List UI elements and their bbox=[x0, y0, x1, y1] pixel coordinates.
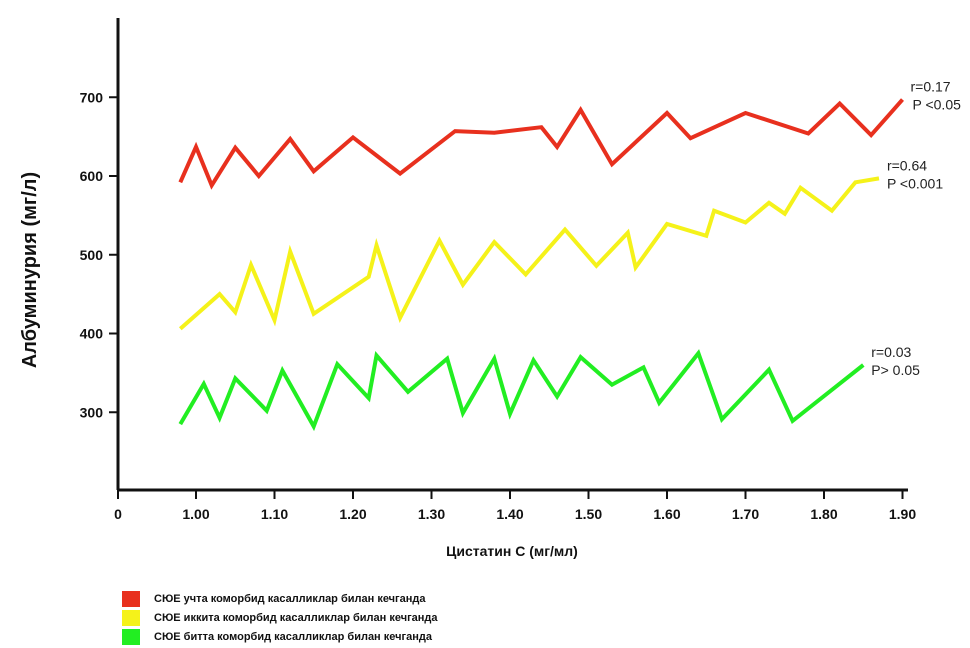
x-tick-label: 1.50 bbox=[575, 506, 602, 522]
y-tick-label: 600 bbox=[80, 168, 104, 184]
x-tick-label: 1.90 bbox=[889, 506, 916, 522]
legend: СЮЕ учта коморбид касалликлар билан кечг… bbox=[122, 590, 438, 647]
x-axis-title: Цистатин С (мг/мл) bbox=[446, 543, 578, 559]
legend-swatch bbox=[122, 629, 140, 645]
series-lines bbox=[178, 98, 904, 432]
legend-swatch bbox=[122, 610, 140, 626]
x-tick-label: 1.20 bbox=[339, 506, 366, 522]
x-tick-label: 1.40 bbox=[496, 506, 523, 522]
y-tick-label: 300 bbox=[80, 404, 104, 420]
series-line bbox=[178, 349, 865, 432]
x-tick-label: 1.00 bbox=[182, 506, 209, 522]
y-axis-title: Албуминурия (мг/л) bbox=[19, 172, 41, 368]
series-line bbox=[178, 98, 904, 190]
legend-label: СЮЕ иккита коморбид касалликлар билан ке… bbox=[154, 612, 438, 624]
y-ticks: 300 400 500 600 700 bbox=[80, 89, 118, 420]
x-ticks: 0 1.00 1.10 1.20 1.30 1.40 1.50 1.60 1.70 1.80 1.9… bbox=[114, 490, 916, 522]
legend-label: СЮЕ битта коморбид касалликлар билан кеч… bbox=[154, 631, 432, 643]
series-annotation: P <0.05 bbox=[913, 97, 962, 113]
legend-item: СЮЕ учта коморбид касалликлар билан кечг… bbox=[122, 590, 438, 608]
x-tick-label: 1.30 bbox=[418, 506, 445, 522]
y-tick-label: 400 bbox=[80, 326, 104, 342]
x-tick-label: 0 bbox=[114, 506, 122, 522]
y-tick-label: 500 bbox=[80, 247, 104, 263]
series-annotation: P <0.001 bbox=[887, 175, 943, 191]
annotations: r=0.17 P <0.05 r=0.64 P <0.001 r=0.03 P> 0.05 bbox=[871, 79, 961, 378]
legend-label: СЮЕ учта коморбид касалликлар билан кечг… bbox=[154, 593, 426, 605]
x-tick-label: 1.60 bbox=[653, 506, 680, 522]
x-tick-label: 1.70 bbox=[732, 506, 759, 522]
legend-item: СЮЕ битта коморбид касалликлар билан кеч… bbox=[122, 628, 438, 646]
series-annotation: r=0.64 bbox=[887, 157, 927, 173]
legend-swatch bbox=[122, 591, 140, 607]
axes bbox=[116, 18, 908, 492]
x-tick-label: 1.80 bbox=[810, 506, 837, 522]
series-annotation: r=0.17 bbox=[911, 79, 951, 95]
legend-item: СЮЕ иккита коморбид касалликлар билан ке… bbox=[122, 609, 438, 627]
series-annotation: P> 0.05 bbox=[871, 362, 920, 378]
series-line bbox=[178, 176, 880, 331]
series-annotation: r=0.03 bbox=[871, 344, 911, 360]
x-tick-label: 1.10 bbox=[261, 506, 288, 522]
y-tick-label: 700 bbox=[80, 89, 104, 105]
